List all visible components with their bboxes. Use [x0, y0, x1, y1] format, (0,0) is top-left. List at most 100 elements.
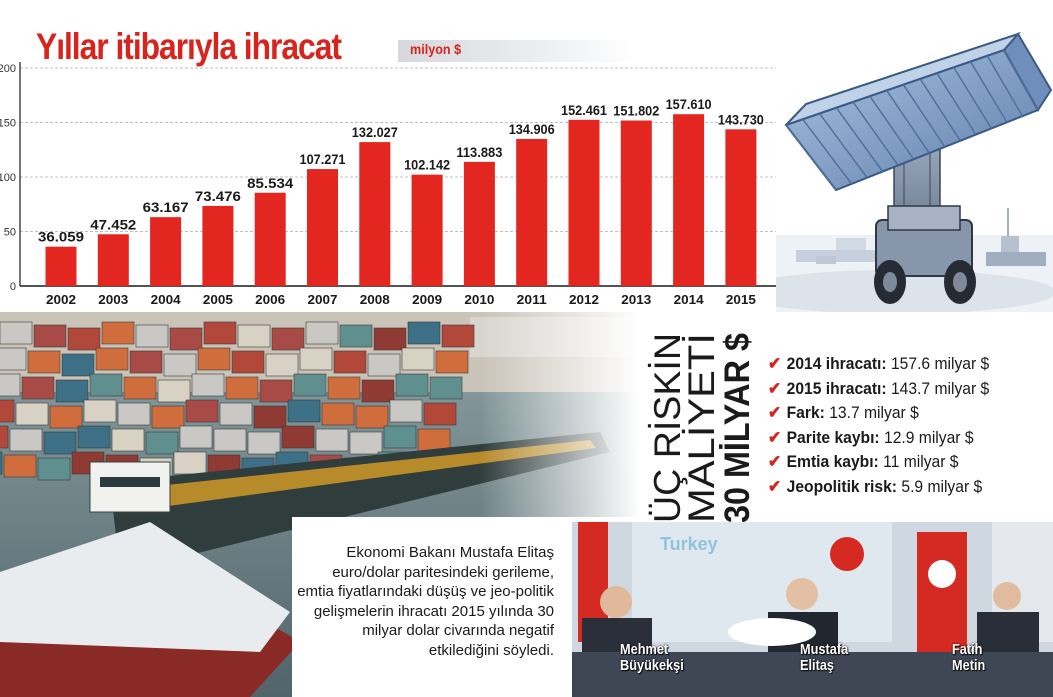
y-tick-label: 0: [10, 281, 16, 293]
harbour-photo: [0, 312, 640, 697]
wheel-icon: [874, 260, 976, 304]
panel-title-line1: ÜÇ RİSKİN: [647, 333, 688, 523]
meeting-scene: Turkey: [572, 522, 1053, 697]
value-label: 113.883: [456, 144, 502, 160]
container-rib: [953, 66, 992, 129]
bar-2003: [97, 234, 129, 286]
bar-2012: [568, 119, 600, 286]
person-name-left: Mehmet Büyükekşi: [620, 641, 684, 674]
shipping-container-icon: [784, 31, 1053, 192]
value-label: 151.802: [613, 103, 659, 119]
forklift-container-illustration: [776, 31, 1053, 312]
y-tick-label: 100: [0, 172, 16, 184]
bars: [45, 114, 757, 286]
fact-row: ✔ Parite kaybı: 12.9 milyar $: [768, 427, 974, 447]
emblem-icon: [830, 537, 864, 571]
x-tick-label: 2012: [569, 292, 599, 307]
bar-2005: [202, 205, 234, 286]
container-rib: [969, 61, 1008, 123]
unit-banner: [398, 40, 636, 62]
fact-row: ✔ Fark: 13.7 milyar $: [768, 403, 919, 422]
check-icon: ✔: [768, 452, 782, 471]
y-tick-label: 150: [0, 118, 16, 130]
x-tick-label: 2007: [308, 292, 338, 307]
x-tick-label: 2010: [464, 292, 494, 307]
risk-cost-panel-title: ÜÇ RİSKİN MALİYETİ 30 MİLYAR $: [647, 333, 752, 523]
value-label: 107.271: [300, 151, 346, 167]
bar-2009: [411, 174, 443, 286]
container-rib: [852, 101, 899, 166]
container-rib: [1003, 49, 1039, 111]
check-icon: ✔: [768, 354, 782, 373]
bar-2010: [463, 161, 495, 286]
value-label: 152.461: [561, 102, 607, 118]
x-tick-label: 2003: [98, 292, 128, 307]
panel-title-line2: MALİYETİ: [681, 333, 722, 523]
facts-list: ✔ 2014 ihracatı: 157.6 milyar $ ✔ 2015 ihr…: [768, 352, 1008, 499]
value-label: 134.906: [509, 121, 555, 137]
bar-2007: [307, 169, 338, 286]
unit-label: milyon $: [410, 41, 462, 57]
x-tick-label: 2014: [674, 292, 705, 307]
y-tick-label: 200: [0, 63, 16, 75]
bar-2013: [620, 120, 652, 286]
person-name-right: Fatih Metin: [952, 641, 986, 674]
value-label: 73.476: [195, 188, 241, 204]
y-tick-label: 50: [4, 227, 16, 239]
export-bar-chart: 0 50 100 150 200 36.059 47.452 63.167 73.476 85.…: [0, 62, 776, 307]
panel-title-line3: 30 MİLYAR $: [718, 333, 752, 523]
bar-2006: [254, 192, 286, 286]
value-labels: 36.059 47.452 63.167 73.476 85.534 107.271 132…: [38, 96, 764, 244]
container-rib: [886, 89, 930, 154]
chart-title: Yıllar itibarıyla ihracat: [36, 26, 342, 67]
fact-row: ✔ Emtia kaybı: 11 milyar $: [768, 452, 959, 471]
x-axis-labels: 2002 2003 2004 2005 2006 2007 2008 2009 2010 2011…: [46, 292, 756, 307]
x-tick-label: 2013: [621, 292, 651, 307]
x-tick-label: 2008: [360, 292, 390, 307]
fact-row: ✔ Jeopolitik risk: 5.9 milyar $: [768, 476, 983, 496]
container-rib: [869, 95, 915, 160]
container-rib: [902, 84, 946, 148]
bar-2014: [673, 114, 705, 286]
bar-2004: [150, 217, 182, 286]
value-label: 85.534: [247, 175, 293, 191]
photo-caption: Ekonomi Bakanı Mustafa Elitaş euro/dolar…: [297, 544, 554, 659]
container-rib: [785, 124, 837, 191]
bar-2008: [359, 142, 391, 286]
container-rib: [936, 72, 977, 135]
x-tick-label: 2009: [412, 292, 442, 307]
value-label: 157.610: [666, 96, 712, 112]
chart-grid: [19, 62, 776, 287]
check-icon: ✔: [768, 378, 782, 398]
value-label: 132.027: [352, 124, 398, 140]
check-icon: ✔: [768, 476, 782, 496]
container-rib: [835, 107, 884, 172]
container-rib: [986, 55, 1024, 117]
value-label: 102.142: [404, 157, 450, 173]
x-tick-label: 2004: [151, 292, 182, 307]
value-label: 36.059: [38, 229, 84, 245]
container-rib: [919, 78, 961, 142]
x-tick-label: 2011: [517, 292, 547, 307]
bar-2011: [516, 138, 548, 286]
fact-row: ✔ 2014 ihracatı: 157.6 milyar $: [768, 354, 990, 373]
bar-2015: [725, 129, 757, 286]
value-label: 143.730: [718, 111, 764, 127]
check-icon: ✔: [768, 427, 782, 447]
fact-row: ✔ 2015 ihracatı: 143.7 milyar $: [768, 378, 990, 398]
x-tick-label: 2006: [255, 292, 285, 307]
x-tick-label: 2002: [46, 292, 76, 307]
check-icon: ✔: [768, 403, 782, 422]
ship-icon: [796, 238, 891, 264]
container-rib: [802, 118, 853, 185]
y-axis-ticks: 0 50 100 150 200: [0, 63, 16, 293]
ship-icon: [986, 208, 1046, 266]
value-label: 47.452: [90, 216, 136, 232]
x-tick-label: 2015: [726, 292, 756, 307]
person-name-center: Mustafa Elitaş: [800, 641, 849, 674]
meeting-photo: Turkey Mehmet Büyükekşi Mustafa Elitaş Fat…: [572, 522, 1053, 697]
banner-text: Turkey: [660, 534, 718, 554]
container-rib: [818, 113, 868, 179]
bar-2002: [45, 246, 77, 286]
x-tick-label: 2005: [203, 292, 233, 307]
